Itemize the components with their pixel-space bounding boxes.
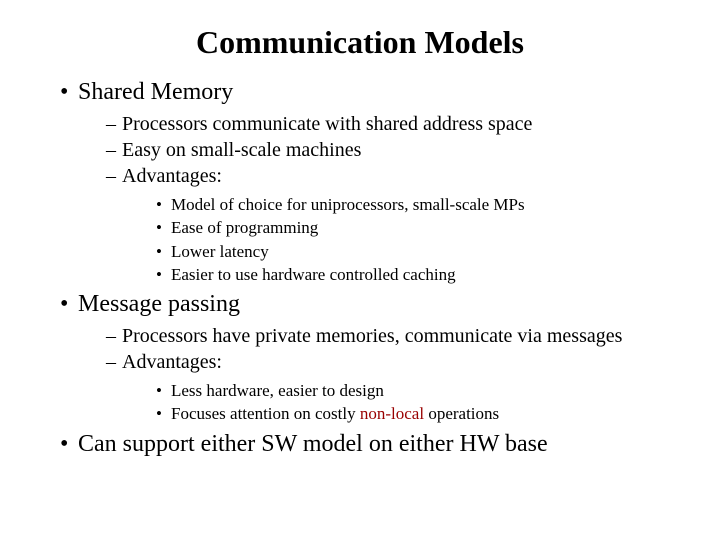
advantage-item: Ease of programming	[156, 217, 670, 238]
sub-label: Advantages:	[122, 351, 222, 373]
text-accent: non-local	[360, 404, 424, 423]
advantage-item: Model of choice for uniprocessors, small…	[156, 194, 670, 215]
bullet-either: Can support either SW model on either HW…	[60, 431, 670, 458]
content-list: Shared Memory Processors communicate wit…	[50, 79, 670, 458]
advantage-item: Lower latency	[156, 241, 670, 262]
text-post: operations	[424, 404, 499, 423]
sublist: Processors have private memories, commun…	[78, 324, 670, 425]
sub-item: Easy on small-scale machines	[106, 138, 670, 162]
advantage-item: Less hardware, easier to design	[156, 380, 670, 401]
advantage-item: Focuses attention on costly non-local op…	[156, 403, 670, 424]
slide-title: Communication Models	[50, 24, 670, 61]
text-pre: Focuses attention on costly	[171, 404, 360, 423]
sub-item: Advantages: Less hardware, easier to des…	[106, 350, 670, 425]
bullet-label: Message passing	[78, 291, 240, 317]
bullet-label: Shared Memory	[78, 79, 233, 105]
advantages-list: Model of choice for uniprocessors, small…	[122, 194, 670, 285]
sub-item: Advantages: Model of choice for uniproce…	[106, 164, 670, 285]
bullet-shared-memory: Shared Memory Processors communicate wit…	[60, 79, 670, 285]
sublist: Processors communicate with shared addre…	[78, 112, 670, 285]
advantages-list: Less hardware, easier to design Focuses …	[122, 380, 670, 425]
sub-item: Processors have private memories, commun…	[106, 324, 670, 348]
sub-item: Processors communicate with shared addre…	[106, 112, 670, 136]
bullet-label: Can support either SW model on either HW…	[78, 431, 548, 457]
bullet-message-passing: Message passing Processors have private …	[60, 291, 670, 425]
advantage-item: Easier to use hardware controlled cachin…	[156, 264, 670, 285]
sub-label: Advantages:	[122, 165, 222, 187]
